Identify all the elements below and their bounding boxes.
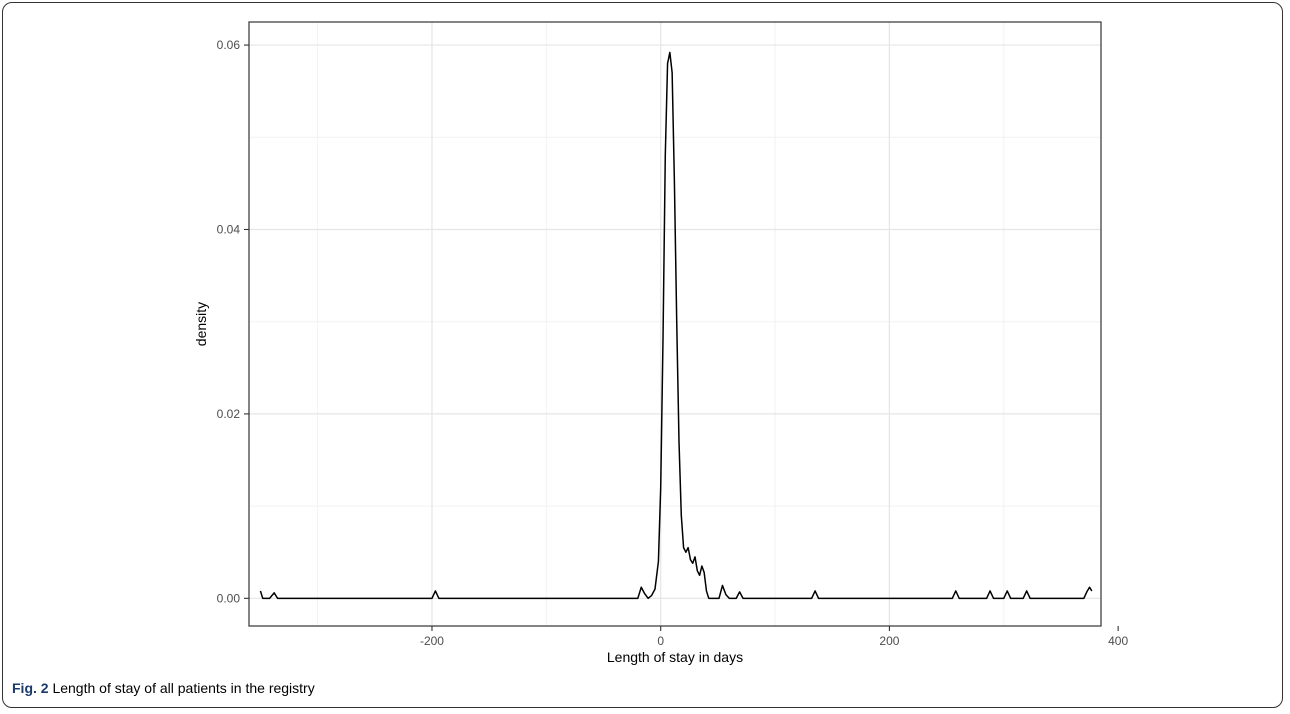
density-line xyxy=(259,51,1093,600)
series-layer xyxy=(259,51,1093,600)
x-tick-label: 0 xyxy=(657,634,664,648)
figure-caption: Fig. 2 Length of stay of all patients in… xyxy=(12,680,315,696)
y-tick-label: 0.00 xyxy=(217,591,241,605)
major-gridlines xyxy=(249,22,1101,626)
figure-caption-text: Length of stay of all patients in the re… xyxy=(52,680,315,696)
y-tick-label: 0.04 xyxy=(217,222,241,236)
minor-gridlines xyxy=(249,22,1101,626)
x-axis-title: Length of stay in days xyxy=(607,649,743,665)
y-tick-label: 0.06 xyxy=(217,38,241,52)
x-tick-label: 400 xyxy=(1108,634,1128,648)
plot-panel-background xyxy=(249,22,1101,626)
figure-label: Fig. 2 xyxy=(12,680,49,696)
x-tick-label: 200 xyxy=(879,634,899,648)
plot-panel-border xyxy=(248,21,1102,627)
y-tick-label: 0.02 xyxy=(217,407,241,421)
y-axis-title: density xyxy=(193,302,209,346)
x-tick-label: -200 xyxy=(420,634,444,648)
axis-ticks: -200 0 200 400 0.00 0.02 0.04 0.06 xyxy=(217,38,1129,648)
